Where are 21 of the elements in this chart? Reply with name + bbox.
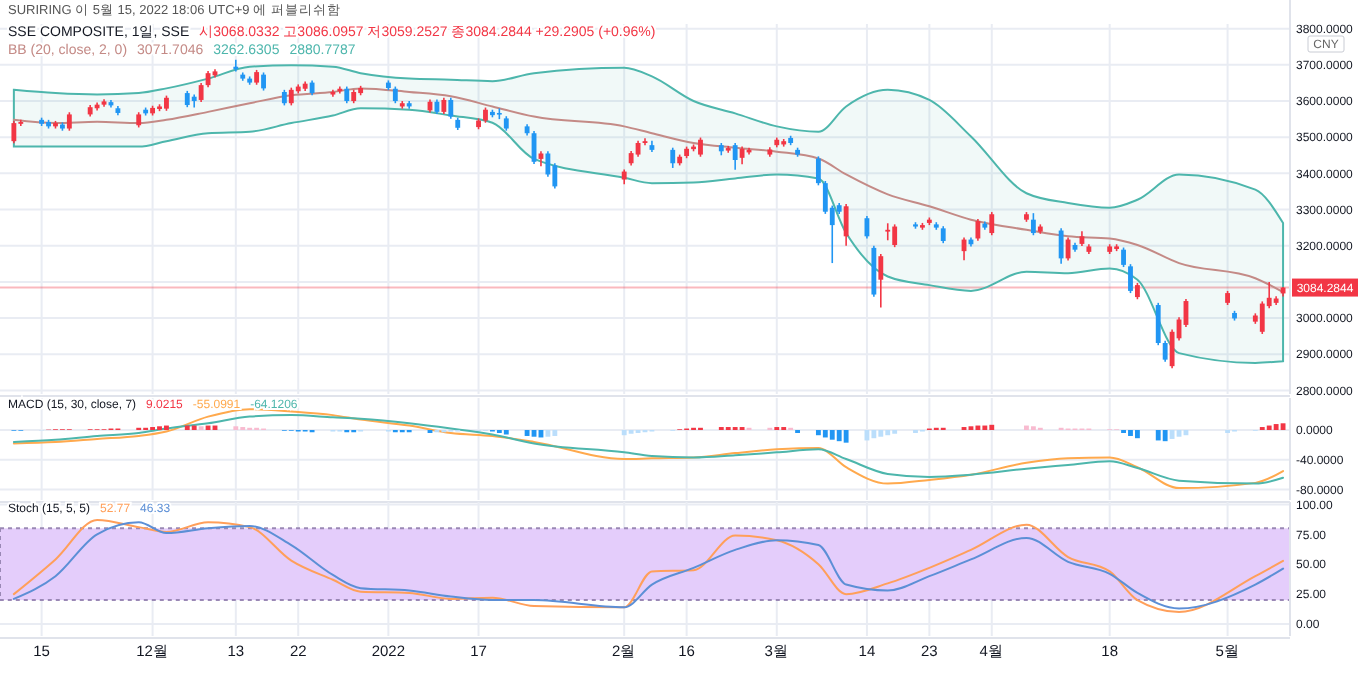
candlestick <box>878 253 884 309</box>
candlestick <box>545 150 551 178</box>
candlestick <box>698 136 703 158</box>
candlestick <box>885 222 891 242</box>
candlestick <box>871 244 877 298</box>
candlestick <box>448 96 454 120</box>
line-series <box>12 87 1285 294</box>
candlestick <box>732 142 738 171</box>
candlestick <box>1121 246 1126 268</box>
candlestick <box>975 218 981 242</box>
candlestick <box>815 155 821 187</box>
candlestick <box>66 111 72 132</box>
candlestick <box>261 71 266 92</box>
candlestick <box>1030 212 1036 237</box>
candlestick <box>892 223 898 248</box>
candlestick <box>989 211 995 237</box>
candlestick <box>11 120 17 145</box>
candlestick <box>843 203 849 247</box>
candlestick <box>1128 263 1133 294</box>
candlestick <box>1058 227 1064 265</box>
candlestick <box>670 146 676 169</box>
